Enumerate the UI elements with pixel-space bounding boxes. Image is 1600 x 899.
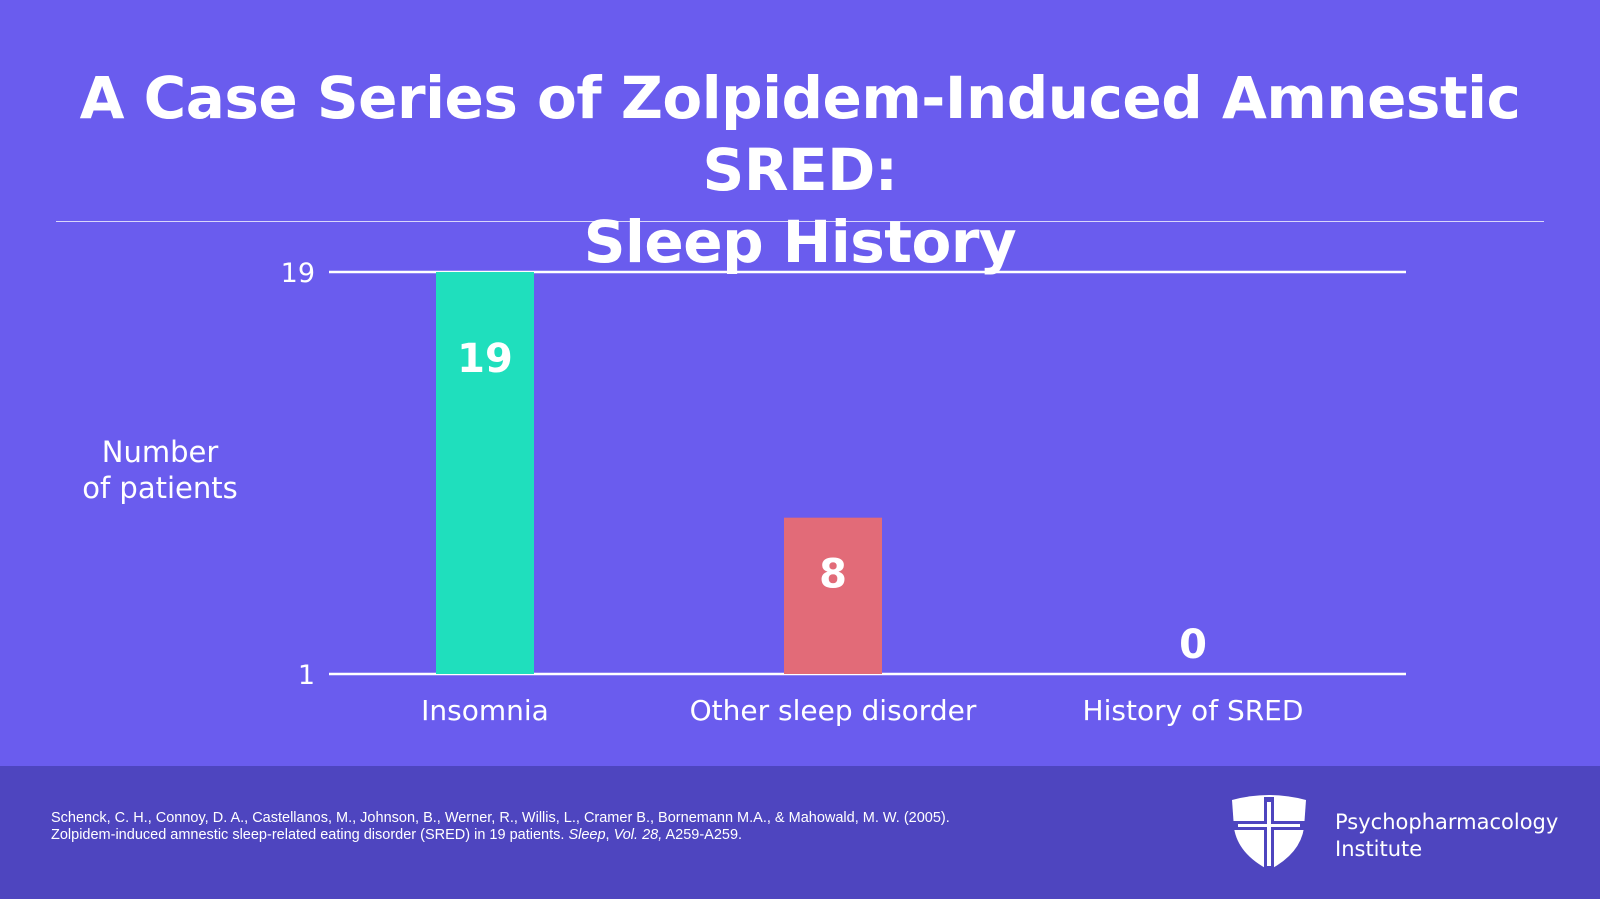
chart-title-line-1: A Case Series of Zolpidem-Induced Amnest…	[79, 64, 1521, 204]
bar-2	[784, 517, 882, 674]
citation-line-1: Schenck, C. H., Connoy, D. A., Castellan…	[51, 810, 950, 826]
data-label-2: 8	[819, 552, 847, 598]
data-label-1: 19	[457, 336, 513, 382]
chart-title-line-2: Sleep History	[583, 208, 1017, 276]
x-tick-label-1: Insomnia	[421, 694, 549, 727]
x-tick-label-2: Other sleep disorder	[690, 694, 977, 727]
shield-cross-icon	[1232, 795, 1306, 870]
citation-journal: Sleep	[568, 827, 606, 843]
y-tick-label-19: 19	[281, 258, 315, 289]
y-axis-label: Number of patients	[60, 434, 260, 506]
footer: Schenck, C. H., Connoy, D. A., Castellan…	[0, 766, 1600, 899]
citation: Schenck, C. H., Connoy, D. A., Castellan…	[51, 810, 1051, 844]
y-tick-label-1: 1	[298, 660, 315, 691]
data-label-3: 0	[1179, 622, 1207, 668]
brand-name: Psychopharmacology Institute	[1335, 809, 1558, 863]
citation-pages: A259-A259.	[662, 827, 743, 843]
chart-title: A Case Series of Zolpidem-Induced Amnest…	[0, 62, 1600, 278]
citation-volume: Vol. 28,	[613, 827, 663, 843]
citation-line-2: Zolpidem-induced amnestic sleep-related …	[51, 827, 1051, 844]
citation-separator: ,	[605, 827, 614, 843]
y-axis-label-line-1: Number	[101, 435, 219, 469]
title-divider	[56, 221, 1544, 222]
x-tick-label-3: History of SRED	[1083, 694, 1304, 727]
y-axis-label-line-2: of patients	[82, 471, 238, 505]
brand-line-1: Psychopharmacology	[1335, 810, 1559, 834]
bar-chart: 1 19 19 Insomnia 8 Other sleep disorder 0 Histo…	[281, 258, 1406, 727]
bar-1	[436, 272, 534, 674]
citation-text: Zolpidem-induced amnestic sleep-related …	[51, 827, 569, 843]
brand-line-2: Institute	[1335, 837, 1423, 861]
